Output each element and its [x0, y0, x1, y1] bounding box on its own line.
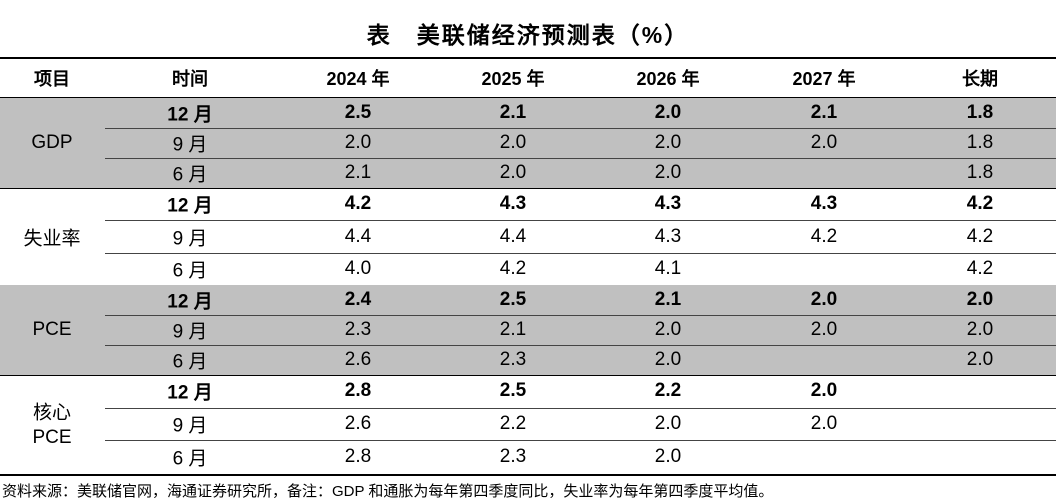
value-cell: 2.2 [654, 380, 682, 402]
value-cell: 4.2 [966, 225, 994, 247]
value-cell: 2.3 [499, 445, 527, 467]
value-cell: 2.0 [810, 319, 838, 340]
row-rule [105, 440, 1056, 442]
value-cell: 2.0 [654, 132, 682, 153]
period-cell: 12 月 [167, 195, 213, 217]
table-title: 表 美联储经济预测表（%） [366, 22, 690, 48]
value-cell: 4.3 [654, 193, 682, 215]
value-cell: 2.1 [499, 319, 527, 340]
row-rule [105, 407, 1056, 409]
value-cell: 2.0 [966, 319, 994, 340]
value-cell: 4.3 [810, 193, 838, 215]
group-rule [0, 375, 1056, 376]
value-cell: 2.8 [344, 380, 372, 402]
period-cell: 6 月 [172, 351, 208, 373]
value-cell: 4.2 [344, 193, 372, 215]
row-rule [105, 158, 1056, 159]
value-cell: 1.8 [966, 132, 994, 153]
header-cell: 时间 [172, 69, 208, 89]
value-cell: 2.0 [654, 445, 682, 467]
row-rule [105, 345, 1056, 346]
value-cell: 2.0 [654, 162, 682, 183]
value-cell: 4.2 [499, 257, 527, 279]
period-cell: 12 月 [167, 382, 213, 404]
value-cell: 4.4 [344, 225, 372, 247]
value-cell: 2.0 [654, 102, 682, 123]
period-cell: 6 月 [172, 448, 208, 470]
row-rule [105, 315, 1056, 316]
group-rule [0, 188, 1056, 189]
row-rule [105, 128, 1056, 129]
value-cell: 4.1 [654, 257, 682, 279]
footnote: 资料来源：美联储官网，海通证券研究所，备注：GDP 和通胀为每年第四季度同比，失… [2, 483, 774, 500]
value-cell: 1.8 [966, 162, 994, 183]
value-cell: 2.0 [499, 162, 527, 183]
value-cell: 2.0 [499, 132, 527, 153]
group-label: GDP [31, 132, 73, 153]
value-cell: 4.2 [810, 225, 838, 247]
group-label: PCE [32, 426, 72, 448]
value-cell: 2.1 [344, 162, 372, 183]
header-cell: 2024 年 [326, 69, 390, 89]
value-cell: 2.3 [344, 319, 372, 340]
value-cell: 4.2 [966, 257, 994, 279]
value-cell: 4.4 [499, 225, 527, 247]
period-cell: 9 月 [172, 134, 208, 156]
value-cell: 2.6 [344, 413, 372, 434]
value-cell: 2.0 [810, 380, 838, 402]
header-cell: 2026 年 [636, 69, 700, 89]
value-cell: 4.3 [654, 225, 682, 247]
header-cell: 长期 [962, 69, 998, 89]
value-cell: 2.5 [499, 289, 527, 310]
value-cell: 2.0 [966, 289, 994, 310]
period-cell: 6 月 [172, 164, 208, 186]
header-cell: 2027 年 [792, 69, 856, 89]
group-shade [0, 98, 1056, 188]
value-cell: 2.0 [654, 349, 682, 370]
value-cell: 1.8 [966, 102, 994, 123]
row-rule [105, 220, 1056, 222]
period-cell: 9 月 [172, 228, 208, 249]
value-cell: 2.2 [499, 413, 527, 434]
value-cell: 4.2 [966, 193, 994, 215]
group-label: 核心 [32, 402, 72, 423]
value-cell: 2.0 [654, 413, 682, 434]
value-cell: 2.0 [654, 319, 682, 340]
rule [0, 97, 1056, 98]
value-cell: 4.3 [499, 193, 527, 215]
header-cell: 2025 年 [481, 69, 545, 89]
value-cell: 4.0 [344, 257, 372, 279]
value-cell: 2.8 [344, 445, 372, 467]
value-cell: 2.6 [344, 349, 372, 370]
period-cell: 12 月 [167, 104, 213, 126]
value-cell: 2.5 [499, 380, 527, 402]
period-cell: 9 月 [172, 415, 208, 437]
group-label: PCE [32, 319, 72, 340]
value-cell: 2.0 [810, 413, 838, 434]
group-shade [0, 285, 1056, 375]
period-cell: 6 月 [172, 260, 208, 282]
value-cell: 2.3 [499, 349, 527, 370]
value-cell: 2.0 [810, 289, 838, 310]
row-rule [105, 252, 1056, 254]
rule [0, 57, 1056, 59]
value-cell: 2.1 [810, 102, 838, 123]
group-label: 失业率 [23, 228, 81, 249]
value-cell: 2.1 [654, 289, 682, 310]
period-cell: 9 月 [172, 321, 208, 343]
value-cell: 2.0 [810, 132, 838, 153]
value-cell: 2.5 [344, 102, 372, 123]
header-cell: 项目 [34, 69, 70, 89]
value-cell: 2.4 [344, 289, 372, 310]
period-cell: 12 月 [167, 291, 213, 313]
value-cell: 2.1 [499, 102, 527, 123]
value-cell: 2.0 [966, 349, 994, 370]
value-cell: 2.0 [344, 132, 372, 153]
rule [0, 474, 1056, 476]
